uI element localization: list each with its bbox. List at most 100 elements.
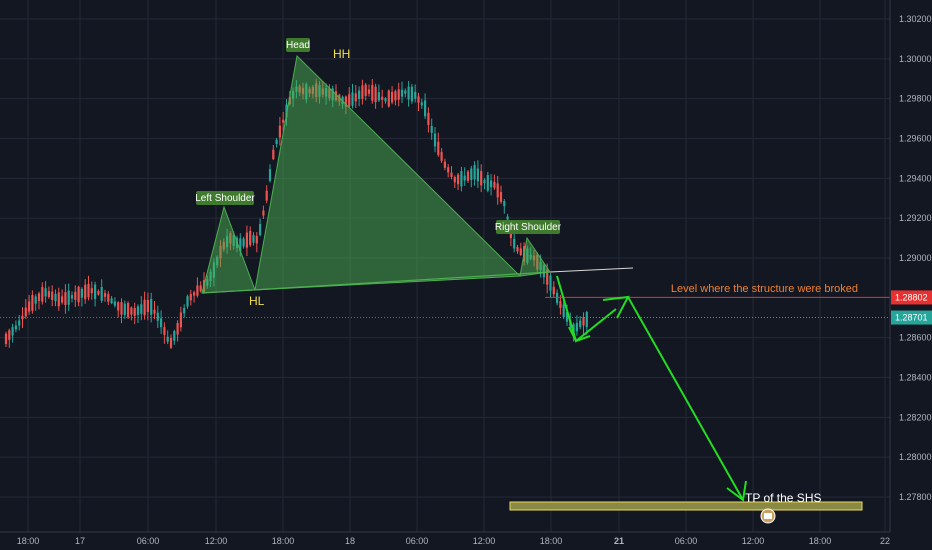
candle-body <box>391 91 394 103</box>
candle-body <box>516 246 519 252</box>
candle-body <box>404 90 407 94</box>
candle-body <box>265 190 268 201</box>
candle-body <box>143 299 146 316</box>
candle-body <box>21 315 24 320</box>
y-tick-label: 1.28600 <box>899 333 932 343</box>
candle-body <box>133 307 136 316</box>
target-arrow-head <box>726 480 747 502</box>
y-tick-label: 1.29200 <box>899 213 932 223</box>
candle-body <box>371 85 374 101</box>
candle-body <box>70 295 74 299</box>
candle-body <box>473 165 476 180</box>
target-arrow <box>627 296 744 501</box>
candle-body <box>100 287 103 301</box>
candle-body <box>47 291 50 298</box>
candle-body <box>67 290 70 305</box>
candle-body <box>249 230 252 246</box>
candle-body <box>424 100 427 117</box>
candle-body <box>193 292 196 296</box>
candle-body <box>575 322 578 332</box>
candle-body <box>282 119 285 123</box>
candle-body <box>496 183 499 198</box>
target-zone <box>509 501 863 511</box>
candle-body <box>163 327 166 335</box>
candle-body <box>4 333 8 344</box>
candle-body <box>44 288 47 297</box>
candle-body <box>57 292 60 307</box>
candle-body <box>582 317 585 326</box>
candle-body <box>364 84 367 96</box>
candle-body <box>513 238 516 249</box>
y-tick-label: 1.30200 <box>899 14 932 24</box>
candle-body <box>14 325 17 330</box>
candle-body <box>460 171 463 187</box>
candle-body <box>381 96 384 100</box>
candle-body <box>367 89 371 94</box>
candle-body <box>150 298 153 315</box>
candle-body <box>470 168 473 180</box>
x-tick-label: 18:00 <box>540 536 563 546</box>
candle-body <box>377 92 380 101</box>
hl-label: HL <box>249 294 265 308</box>
y-tick-label: 1.29800 <box>899 94 932 104</box>
candle-body <box>453 177 456 183</box>
candle-body <box>562 304 565 317</box>
candle-body <box>84 284 87 300</box>
candle-body <box>493 181 496 188</box>
candle-body <box>255 235 258 244</box>
candle-body <box>433 133 437 147</box>
candle-body <box>262 210 265 216</box>
candle-body <box>285 104 288 118</box>
candle-body <box>166 336 169 342</box>
candle-body <box>440 152 443 161</box>
candle-body <box>103 293 107 297</box>
candle-body <box>549 275 552 291</box>
candle-body <box>275 139 278 145</box>
candle-body <box>463 175 466 181</box>
x-tick-label: 17 <box>75 536 85 546</box>
candle-body <box>160 318 163 328</box>
x-tick-label: 18:00 <box>809 536 832 546</box>
candle-body <box>480 171 483 186</box>
candle-body <box>354 93 357 102</box>
candle-body <box>351 92 354 106</box>
candle-body <box>430 126 433 133</box>
candle-body <box>110 298 113 304</box>
neckline-extension <box>549 267 634 273</box>
candle-body <box>242 238 245 247</box>
candle-body <box>123 303 126 315</box>
arrow-head-mid <box>568 326 591 343</box>
candle-body <box>61 296 64 303</box>
x-tick-label: 22 <box>880 536 890 546</box>
candle-body <box>41 287 44 302</box>
candle-body <box>387 90 390 107</box>
candle-body <box>556 292 559 304</box>
candle-body <box>450 172 453 177</box>
candle-body <box>579 320 582 327</box>
candle-body <box>519 248 522 256</box>
candle-body <box>552 286 555 295</box>
left-shoulder-tag <box>196 191 254 205</box>
x-tick-label: 06:00 <box>406 536 429 546</box>
candle-body <box>127 302 130 318</box>
candle-body <box>189 294 192 301</box>
candle-body <box>37 293 41 301</box>
y-tick-label: 1.28000 <box>899 452 932 462</box>
price-level-tag <box>891 310 932 325</box>
y-tick-label: 1.27800 <box>899 492 932 502</box>
y-tick-label: 1.28200 <box>899 412 932 422</box>
y-tick-label: 1.29400 <box>899 173 932 183</box>
candle-body <box>77 286 80 303</box>
candle-body <box>585 312 588 328</box>
x-tick-label: 12:00 <box>205 536 228 546</box>
broken-level-label: Level where the structure were broked <box>671 283 858 295</box>
pattern-overlay: Left Shoulder Head Right Shoulder HH HL Level… <box>0 38 890 524</box>
price-level-label: 1.28701 <box>895 313 928 323</box>
candle-body <box>414 91 417 99</box>
candle-body <box>358 90 361 99</box>
candle-body <box>278 125 281 138</box>
candle-body <box>176 323 179 335</box>
candle-body <box>28 301 31 312</box>
